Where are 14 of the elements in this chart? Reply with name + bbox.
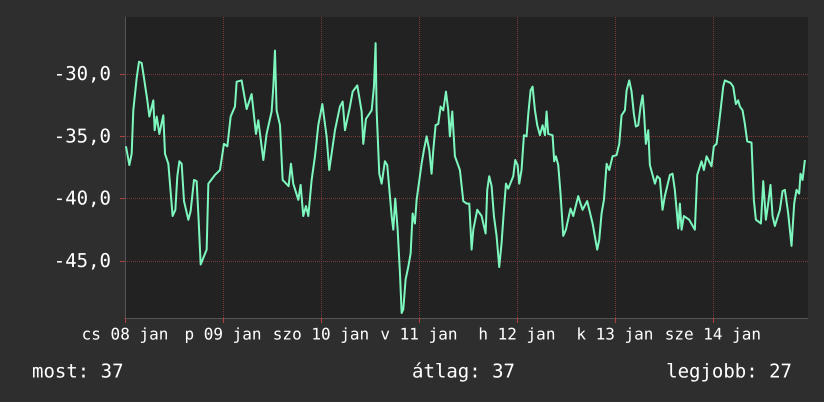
text: most: 37	[32, 360, 124, 382]
y-tick-label: -35,0	[54, 125, 111, 148]
text: legjobb: 27	[666, 360, 792, 382]
x-tick-label: cs 08 jan	[82, 324, 168, 344]
text: átlag: 37	[412, 360, 515, 382]
x-tick-label: sze 14 jan	[664, 324, 762, 344]
x-tick-label: p 09 jan	[184, 324, 262, 344]
x-tick-label: k 13 jan	[576, 324, 654, 344]
x-tick-label: h 12 jan	[478, 324, 556, 344]
y-tick-label: -40,0	[54, 188, 111, 210]
y-tick-label: -30,0	[54, 63, 111, 86]
x-tick-label: v 11 jan	[380, 324, 458, 344]
y-tick-label: -45,0	[54, 250, 111, 272]
x-tick-label: szo 10 jan	[272, 324, 370, 344]
